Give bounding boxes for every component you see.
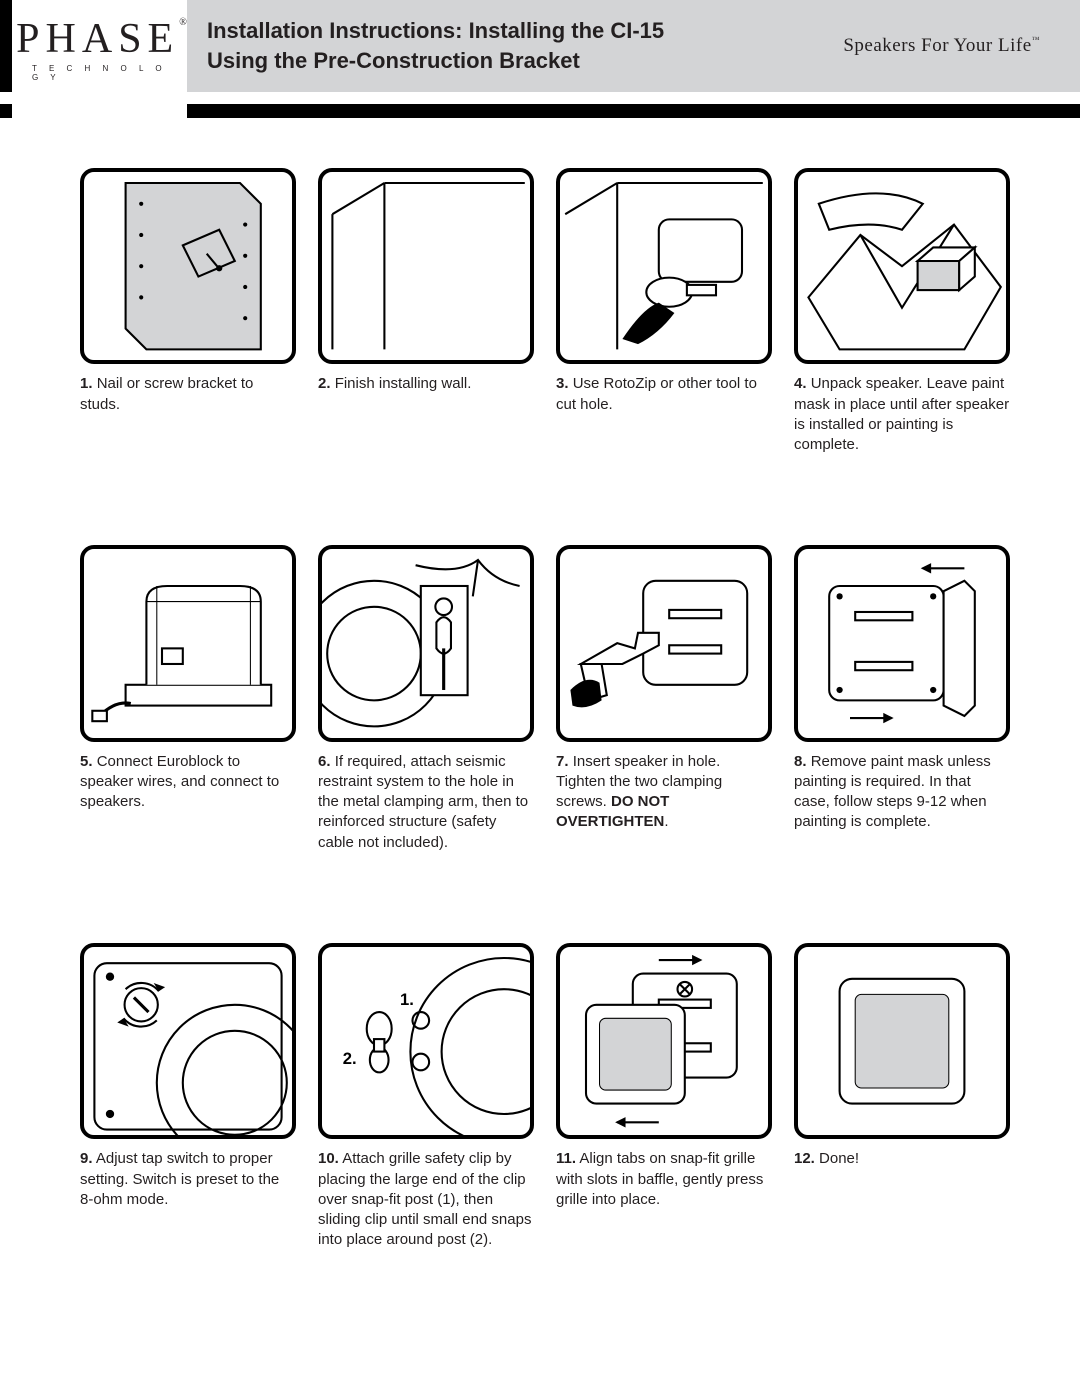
step-7-figure bbox=[556, 545, 772, 741]
step-12-figure bbox=[794, 943, 1010, 1139]
instructions-grid: 1. Nail or screw bracket to studs. 2. Fi… bbox=[0, 118, 1080, 1331]
step-row: 1. Nail or screw bracket to studs. 2. Fi… bbox=[80, 168, 1010, 455]
brand-tagline: Speakers For Your Life™ bbox=[843, 35, 1040, 57]
step-5: 5. Connect Euroblock to speaker wires, a… bbox=[80, 545, 296, 853]
step-10-figure: 1. 2. bbox=[318, 943, 534, 1139]
title-band: Installation Instructions: Installing th… bbox=[187, 0, 1080, 92]
header-left-notch bbox=[0, 0, 12, 92]
page-title: Installation Instructions: Installing th… bbox=[207, 16, 664, 75]
step-5-figure bbox=[80, 545, 296, 741]
callout-2-label: 2. bbox=[343, 1049, 357, 1068]
step-9-caption: 9. Adjust tap switch to proper setting. … bbox=[80, 1149, 296, 1210]
step-8-caption: 8. Remove paint mask unless painting is … bbox=[794, 752, 1010, 833]
step-1-caption: 1. Nail or screw bracket to studs. bbox=[80, 374, 296, 415]
brand-name: PHASE® bbox=[16, 18, 193, 60]
step-11: 11. Align tabs on snap-fit grille with s… bbox=[556, 943, 772, 1251]
step-1: 1. Nail or screw bracket to studs. bbox=[80, 168, 296, 455]
step-6: 6. If required, attach seismic restraint… bbox=[318, 545, 534, 853]
step-3-figure bbox=[556, 168, 772, 364]
step-6-figure bbox=[318, 545, 534, 741]
brand-subline: T E C H N O L O G Y bbox=[32, 64, 177, 82]
step-7-caption: 7. Insert speaker in hole. Tighten the t… bbox=[556, 752, 772, 833]
step-9-figure bbox=[80, 943, 296, 1139]
step-5-caption: 5. Connect Euroblock to speaker wires, a… bbox=[80, 752, 296, 813]
step-12: 12. Done! bbox=[794, 943, 1010, 1251]
step-2-figure bbox=[318, 168, 534, 364]
step-1-figure bbox=[80, 168, 296, 364]
step-9: 9. Adjust tap switch to proper setting. … bbox=[80, 943, 296, 1251]
step-11-caption: 11. Align tabs on snap-fit grille with s… bbox=[556, 1149, 772, 1210]
step-2-caption: 2. Finish installing wall. bbox=[318, 374, 534, 394]
header: PHASE® T E C H N O L O G Y Installation … bbox=[0, 0, 1080, 92]
step-7: 7. Insert speaker in hole. Tighten the t… bbox=[556, 545, 772, 853]
step-3: 3. Use RotoZip or other tool to cut hole… bbox=[556, 168, 772, 455]
step-6-caption: 6. If required, attach seismic restraint… bbox=[318, 752, 534, 853]
step-12-caption: 12. Done! bbox=[794, 1149, 1010, 1169]
step-row: 5. Connect Euroblock to speaker wires, a… bbox=[80, 545, 1010, 853]
step-4-figure bbox=[794, 168, 1010, 364]
divider-bar bbox=[0, 104, 1080, 118]
step-row: 9. Adjust tap switch to proper setting. … bbox=[80, 943, 1010, 1251]
callout-1-label: 1. bbox=[400, 990, 414, 1009]
step-10: 1. 2. 10. Attach grille safety clip by p… bbox=[318, 943, 534, 1251]
brand-logo: PHASE® T E C H N O L O G Y bbox=[12, 0, 187, 92]
step-8-figure bbox=[794, 545, 1010, 741]
step-10-caption: 10. Attach grille safety clip by placing… bbox=[318, 1149, 534, 1250]
step-4: 4. Unpack speaker. Leave paint mask in p… bbox=[794, 168, 1010, 455]
step-4-caption: 4. Unpack speaker. Leave paint mask in p… bbox=[794, 374, 1010, 455]
step-3-caption: 3. Use RotoZip or other tool to cut hole… bbox=[556, 374, 772, 415]
step-8: 8. Remove paint mask unless painting is … bbox=[794, 545, 1010, 853]
step-2: 2. Finish installing wall. bbox=[318, 168, 534, 455]
step-11-figure bbox=[556, 943, 772, 1139]
